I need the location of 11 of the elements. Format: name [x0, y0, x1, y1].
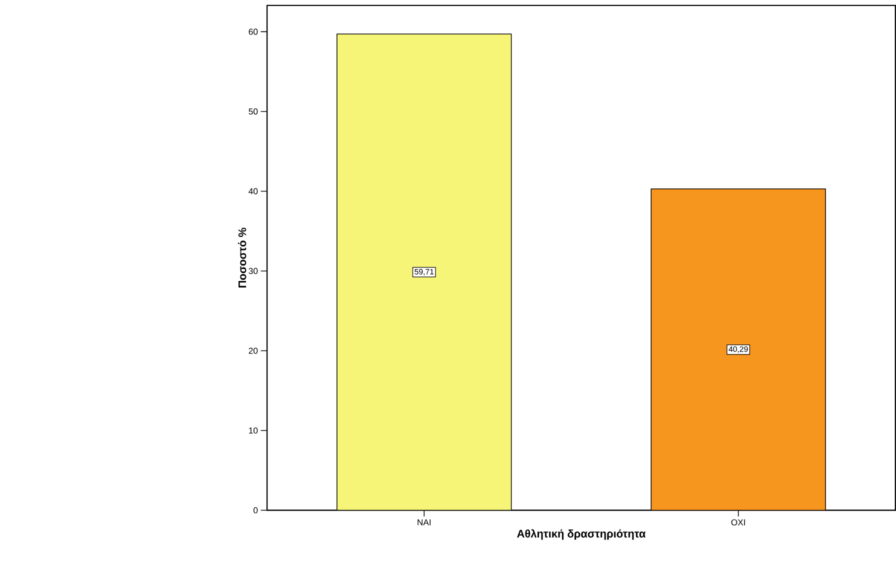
- y-tick-label: 20: [248, 348, 258, 354]
- y-tick-label: 10: [249, 428, 258, 434]
- y-tick-label: 30: [248, 268, 258, 274]
- x-axis-title: Αθλητική δραστηριότητα: [517, 529, 646, 540]
- x-tick-label: OXI: [731, 519, 745, 526]
- y-tick-label: 60: [248, 28, 258, 35]
- y-tick-label: 40: [248, 188, 258, 194]
- y-tick-label: 0: [254, 507, 258, 514]
- y-axis-title: Ποσοστό %: [238, 228, 246, 288]
- x-tick-label: NAI: [418, 519, 431, 526]
- y-tick-label: 50: [248, 108, 258, 115]
